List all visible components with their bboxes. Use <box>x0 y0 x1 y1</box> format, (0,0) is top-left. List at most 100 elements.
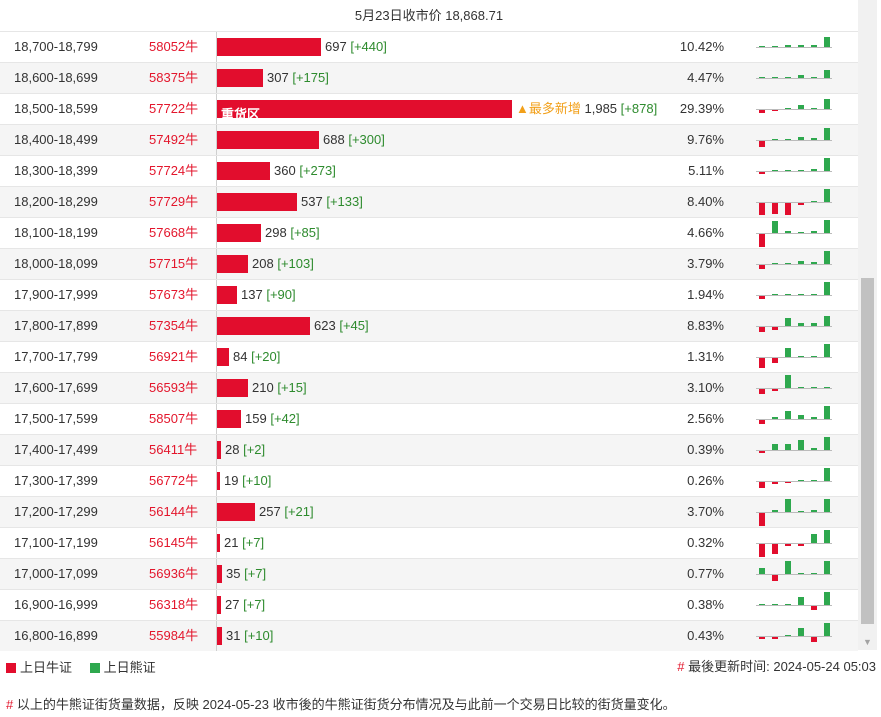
cbbc-code-link[interactable]: 58052牛 <box>149 39 199 54</box>
volume-bar-cell: 27 [+7] <box>216 590 667 620</box>
volume-change: [+7] <box>244 566 267 581</box>
sparkline-bar <box>772 170 778 171</box>
volume-bar <box>217 472 220 490</box>
sparkline-bar <box>785 231 791 233</box>
table-row[interactable]: 18,200-18,299 57729牛 537 [+133] 8.40% <box>0 186 858 217</box>
price-range: 17,700-17,799 <box>14 349 98 364</box>
cbbc-code-link[interactable]: 56921牛 <box>149 349 199 364</box>
volume-bar <box>217 255 248 273</box>
volume-bar-cell: 298 [+85] <box>216 218 667 248</box>
sparkline-bar <box>798 573 804 574</box>
volume-change: [+878] <box>620 101 658 116</box>
table-row[interactable]: 17,700-17,799 56921牛 84 [+20] 1.31% <box>0 341 858 372</box>
cbbc-code-link[interactable]: 57673牛 <box>149 287 199 302</box>
sparkline-bar <box>785 77 791 78</box>
sparkline-bar <box>824 251 830 264</box>
volume-text: 19 [+10] <box>224 466 271 496</box>
cbbc-code-link[interactable]: 57492牛 <box>149 132 199 147</box>
cbbc-code-link[interactable]: 56772牛 <box>149 473 199 488</box>
table-row[interactable]: 17,600-17,699 56593牛 210 [+15] 3.10% <box>0 372 858 403</box>
price-range: 18,500-18,599 <box>14 101 98 116</box>
volume-text: 137 [+90] <box>241 280 296 310</box>
sparkline-bar <box>798 356 804 357</box>
table-row[interactable]: 18,700-18,799 58052牛 697 [+440] 10.42% <box>0 31 858 62</box>
sparkline-bar <box>785 482 791 483</box>
cbbc-code-link[interactable]: 55984牛 <box>149 628 199 643</box>
share-percent: 0.32% <box>687 535 724 550</box>
sparkline-bar <box>811 480 817 481</box>
table-row[interactable]: 18,100-18,199 57668牛 298 [+85] 4.66% <box>0 217 858 248</box>
price-range: 17,600-17,699 <box>14 380 98 395</box>
sparkline-bar <box>824 37 830 47</box>
history-sparkline <box>756 559 832 589</box>
sparkline-baseline <box>756 140 832 141</box>
table-row[interactable]: 17,100-17,199 56145牛 21 [+7] 0.32% <box>0 527 858 558</box>
price-range: 18,200-18,299 <box>14 194 98 209</box>
cbbc-code-link[interactable]: 56144牛 <box>149 504 199 519</box>
volume-bar-cell: 307 [+175] <box>216 63 667 93</box>
table-row[interactable]: 18,400-18,499 57492牛 688 [+300] 9.76% <box>0 124 858 155</box>
table-row[interactable]: 17,500-17,599 58507牛 159 [+42] 2.56% <box>0 403 858 434</box>
cbbc-code-link[interactable]: 57722牛 <box>149 101 199 116</box>
table-row[interactable]: 17,800-17,899 57354牛 623 [+45] 8.83% <box>0 310 858 341</box>
cbbc-code-link[interactable]: 58375牛 <box>149 70 199 85</box>
sparkline-bar <box>785 411 791 419</box>
table-row[interactable]: 17,300-17,399 56772牛 19 [+10] 0.26% <box>0 465 858 496</box>
volume-bar-cell: 21 [+7] <box>216 528 667 558</box>
footnote: # 以上的牛熊证街货量数据，反映 2024-05-23 收市後的牛熊证街货分布情… <box>6 698 676 712</box>
volume-text: 537 [+133] <box>301 187 363 217</box>
sparkline-baseline <box>756 47 832 48</box>
volume-value: 697 <box>325 39 347 54</box>
sparkline-bar <box>772 358 778 363</box>
volume-bar-cell: 208 [+103] <box>216 249 667 279</box>
price-range: 18,400-18,499 <box>14 132 98 147</box>
cbbc-table: 18,700-18,799 58052牛 697 [+440] 10.42% 18,60… <box>0 31 858 651</box>
volume-bar: 重货区 <box>217 100 512 122</box>
volume-value: 159 <box>245 411 267 426</box>
history-sparkline <box>756 621 832 651</box>
table-row[interactable]: 16,800-16,899 55984牛 31 [+10] 0.43% <box>0 620 858 651</box>
sparkline-bar <box>811 637 817 642</box>
cbbc-code-link[interactable]: 57668牛 <box>149 225 199 240</box>
cbbc-code-link[interactable]: 56318牛 <box>149 597 199 612</box>
cbbc-code-link[interactable]: 57354牛 <box>149 318 199 333</box>
sparkline-bar <box>772 544 778 554</box>
table-row[interactable]: 18,500-18,599 57722牛 重货区 ▲最多新增 1,985 [+878]… <box>0 93 858 124</box>
volume-change: [+133] <box>326 194 363 209</box>
table-row[interactable]: 17,200-17,299 56144牛 257 [+21] 3.70% <box>0 496 858 527</box>
table-row[interactable]: 17,400-17,499 56411牛 28 [+2] 0.39% <box>0 434 858 465</box>
cbbc-code-link[interactable]: 56593牛 <box>149 380 199 395</box>
volume-change: [+85] <box>290 225 320 240</box>
cbbc-code-link[interactable]: 58507牛 <box>149 411 199 426</box>
scroll-down-icon[interactable]: ▼ <box>863 637 872 647</box>
scrollbar-thumb[interactable] <box>861 278 874 624</box>
volume-bar-cell: 19 [+10] <box>216 466 667 496</box>
history-sparkline <box>756 94 832 124</box>
sparkline-bar <box>824 70 830 78</box>
sparkline-bar <box>811 108 817 109</box>
sparkline-bar <box>772 139 778 140</box>
legend: 上日牛证 上日熊证 <box>6 660 170 674</box>
cbbc-code-link[interactable]: 56145牛 <box>149 535 199 550</box>
table-row[interactable]: 18,600-18,699 58375牛 307 [+175] 4.47% <box>0 62 858 93</box>
table-row[interactable]: 17,000-17,099 56936牛 35 [+7] 0.77% <box>0 558 858 589</box>
bull-swatch <box>6 662 16 673</box>
table-row[interactable]: 18,300-18,399 57724牛 360 [+273] 5.11% <box>0 155 858 186</box>
cbbc-code-link[interactable]: 56411牛 <box>149 442 198 457</box>
cbbc-code-link[interactable]: 57729牛 <box>149 194 199 209</box>
table-row[interactable]: 17,900-17,999 57673牛 137 [+90] 1.94% <box>0 279 858 310</box>
cbbc-code-link[interactable]: 57724牛 <box>149 163 199 178</box>
volume-bar <box>217 627 222 645</box>
sparkline-baseline <box>756 264 832 265</box>
sparkline-bar <box>811 45 817 47</box>
table-row[interactable]: 16,900-16,999 56318牛 27 [+7] 0.38% <box>0 589 858 620</box>
sparkline-baseline <box>756 171 832 172</box>
share-percent: 8.83% <box>687 318 724 333</box>
sparkline-baseline <box>756 326 832 327</box>
cbbc-code-link[interactable]: 56936牛 <box>149 566 199 581</box>
volume-text: 257 [+21] <box>259 497 314 527</box>
table-row[interactable]: 18,000-18,099 57715牛 208 [+103] 3.79% <box>0 248 858 279</box>
cbbc-code-link[interactable]: 57715牛 <box>149 256 199 271</box>
sparkline-bar <box>798 105 804 109</box>
price-range: 17,500-17,599 <box>14 411 98 426</box>
